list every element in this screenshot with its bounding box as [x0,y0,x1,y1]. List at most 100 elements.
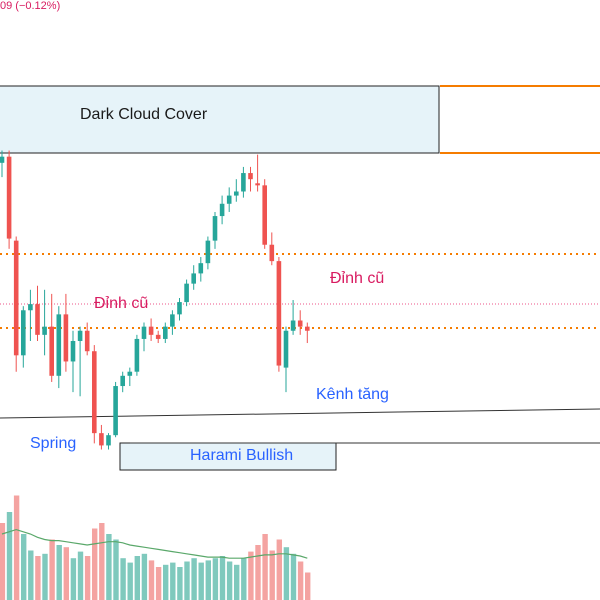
volume-bar [262,534,268,600]
volume-bar [70,558,77,600]
dinh-cu-right-label: Đỉnh cũ [330,270,384,287]
candle-body [255,183,260,186]
dinh-cu-left-label: Đỉnh cũ [94,295,148,312]
candle-body [226,195,232,204]
lines-layer [0,253,600,444]
zones-layer [0,85,600,471]
volume-bar [21,534,27,600]
candle-body [163,326,168,339]
candle-body [241,173,246,192]
volume-bar [35,556,41,600]
volume-bar [226,561,233,600]
candle-body [35,304,40,335]
candle-body [283,330,289,368]
candle-body [269,244,275,262]
volume-bar [205,560,211,600]
volume-ma-line [1,528,308,559]
kenh-tang-label: Kênh tăng [316,386,389,403]
candle-body [92,351,97,434]
volume-bar [13,495,20,600]
volume-bar [191,558,197,600]
dark-cloud-label: Dark Cloud Cover [80,106,208,123]
volume-bar [84,556,91,600]
candle-body [177,302,182,315]
header-change-label: 09 (−0.12%) [0,0,60,12]
candle-body [290,320,296,331]
volume-bar [113,539,119,600]
volume-bar [163,564,169,600]
volume-bar [28,550,34,600]
volume-bar [241,558,247,600]
volume-bar [177,567,183,600]
candle-body [28,304,33,311]
candle-body [106,435,111,446]
candle-body [170,314,175,327]
volume-bar [120,558,126,600]
volume-bar [6,512,13,600]
volume-bar [42,553,48,600]
candle-body [248,173,253,180]
volume-bar [134,556,140,600]
candle-body [262,185,267,245]
candles-layer [0,150,310,450]
harami-label: Harami Bullish [190,447,293,464]
volume-bar [305,572,311,600]
dark-cloud-zone [0,85,440,154]
volume-layer [0,495,311,600]
volume-bar [297,561,304,600]
candle-body [297,320,303,327]
volume-bar [219,556,226,600]
candle-body [0,156,5,163]
candle-body [234,191,239,196]
candle-body [141,326,147,339]
volume-bar [63,547,69,600]
candle-body [56,314,62,376]
volume-bar [269,550,275,600]
candle-body [219,203,225,217]
volume-bar [198,562,204,600]
candle-body [13,240,19,356]
volume-bar [170,562,176,600]
volume-bar [77,551,84,600]
candle-body [70,340,76,362]
channel-line-lower [0,408,600,419]
harami-zone [119,442,337,471]
volume-bar [148,560,155,600]
candle-body [205,240,211,264]
volume-bar [290,553,297,600]
candle-body [127,371,133,376]
volume-bar [234,564,240,600]
volume-bar [49,539,55,600]
volume-bar [184,561,190,600]
volume-bar [212,558,219,600]
candle-body [212,216,218,241]
volume-bar [99,523,105,600]
candle-body [63,314,69,362]
volume-bar [106,534,112,600]
candle-body [84,330,90,352]
candle-body [21,310,26,356]
candle-body [42,326,47,335]
candle-body [191,273,196,284]
candle-body [120,375,125,387]
candle-body [113,386,118,436]
volume-bar [248,551,254,600]
candle-body [155,334,161,339]
candle-body [184,283,189,303]
candle-body [99,433,104,446]
candle-body [134,338,140,372]
volume-bar [92,528,98,600]
spring-label: Spring [30,435,76,452]
volume-bar [0,523,6,600]
candle-body [77,330,83,341]
volume-bar [276,539,282,600]
volume-bar [255,545,261,600]
volume-bar [127,562,133,600]
volume-bar [141,553,148,600]
candle-body [49,326,54,376]
candle-body [305,326,310,331]
volume-bar [56,545,62,600]
volume-bar [283,547,290,600]
